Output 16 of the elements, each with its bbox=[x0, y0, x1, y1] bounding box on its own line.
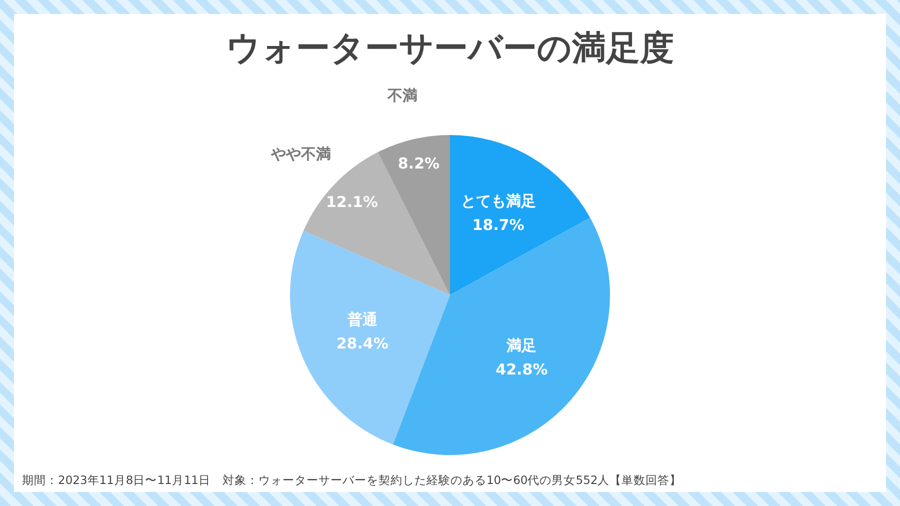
data-label: 42.8% bbox=[496, 360, 548, 378]
data-label: 18.7% bbox=[472, 216, 524, 234]
pie-slice bbox=[378, 135, 450, 295]
data-label: 28.4% bbox=[336, 334, 388, 353]
data-label: 8.2% bbox=[398, 154, 440, 173]
slice-label: やや不満 bbox=[270, 145, 332, 164]
pie-slice bbox=[450, 135, 590, 295]
chart-title: ウォーターサーバーの満足度 bbox=[226, 28, 674, 69]
slice-label: 不満 bbox=[386, 86, 418, 105]
pie-slice bbox=[290, 230, 450, 444]
text: 期間：2023年11月8日〜11月11日 対象：ウォーターサーバーを契約した経験のある10〜60代の男女552人【単数回答】 bbox=[22, 473, 682, 488]
slice-label: 満足 bbox=[506, 336, 537, 354]
slice-label: とても満足 bbox=[460, 192, 536, 210]
pie-slice bbox=[392, 218, 610, 455]
data-label: 12.1% bbox=[326, 193, 378, 212]
slice-label: 普通 bbox=[346, 310, 378, 329]
